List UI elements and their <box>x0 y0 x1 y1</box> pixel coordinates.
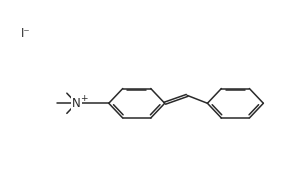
Text: +: + <box>80 94 88 103</box>
Text: N: N <box>72 97 81 110</box>
Text: I⁻: I⁻ <box>20 27 30 40</box>
